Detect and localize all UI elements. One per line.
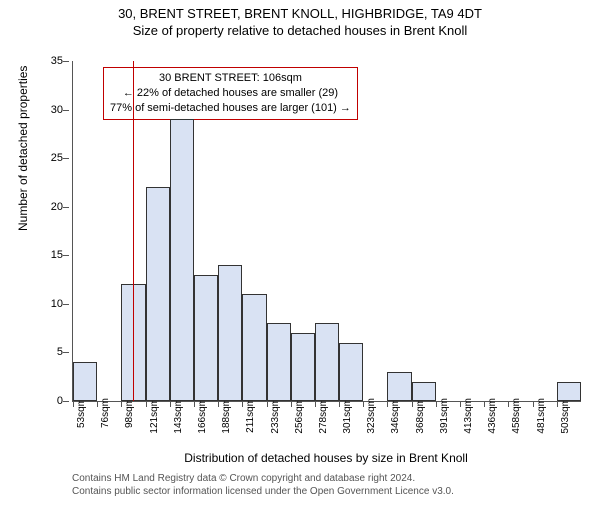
y-tick-label: 10 — [45, 298, 63, 310]
x-tick — [194, 401, 195, 407]
chart-subtitle: Size of property relative to detached ho… — [0, 23, 600, 38]
x-tick — [460, 401, 461, 407]
x-tick — [508, 401, 509, 407]
x-tick-label: 301sqm — [342, 398, 353, 434]
x-tick — [267, 401, 268, 407]
y-axis-label: Number of detached properties — [16, 66, 30, 231]
x-tick — [97, 401, 98, 407]
histogram-bar — [412, 382, 436, 401]
x-tick-label: 278sqm — [318, 398, 329, 434]
histogram-bar — [73, 362, 97, 401]
x-tick-label: 458sqm — [511, 398, 522, 434]
histogram-bar — [339, 343, 363, 401]
y-tick — [63, 304, 69, 305]
histogram-bar — [146, 187, 170, 401]
x-tick — [412, 401, 413, 407]
callout-line2: ← 22% of detached houses are smaller (29… — [110, 86, 351, 101]
y-tick-label: 20 — [45, 201, 63, 213]
x-tick-label: 368sqm — [415, 398, 426, 434]
y-tick-label: 15 — [45, 249, 63, 261]
x-tick — [218, 401, 219, 407]
x-tick-label: 256sqm — [294, 398, 305, 434]
x-tick-label: 391sqm — [439, 398, 450, 434]
x-tick — [363, 401, 364, 407]
histogram-bar — [291, 333, 315, 401]
x-tick — [170, 401, 171, 407]
x-tick-label: 76sqm — [100, 398, 111, 428]
x-tick-label: 481sqm — [536, 398, 547, 434]
histogram-bar — [170, 119, 194, 401]
callout-box: 30 BRENT STREET: 106sqm ← 22% of detache… — [103, 67, 358, 120]
y-tick — [63, 158, 69, 159]
chart-title: 30, BRENT STREET, BRENT KNOLL, HIGHBRIDG… — [0, 6, 600, 21]
footer-line1: Contains HM Land Registry data © Crown c… — [72, 472, 454, 485]
x-tick-label: 121sqm — [149, 398, 160, 434]
histogram-bar — [218, 265, 242, 401]
x-tick — [146, 401, 147, 407]
x-tick-label: 233sqm — [270, 398, 281, 434]
x-tick-label: 98sqm — [124, 398, 135, 428]
x-tick — [121, 401, 122, 407]
y-tick — [63, 352, 69, 353]
footer-attribution: Contains HM Land Registry data © Crown c… — [72, 472, 454, 498]
y-tick — [63, 110, 69, 111]
y-tick — [63, 207, 69, 208]
x-tick — [436, 401, 437, 407]
y-tick — [63, 255, 69, 256]
y-tick — [63, 61, 69, 62]
x-tick-label: 346sqm — [390, 398, 401, 434]
y-tick-label: 25 — [45, 152, 63, 164]
histogram-bar — [557, 382, 581, 401]
x-tick-label: 143sqm — [173, 398, 184, 434]
x-tick — [533, 401, 534, 407]
x-tick-label: 166sqm — [197, 398, 208, 434]
x-tick-label: 188sqm — [221, 398, 232, 434]
callout-line3: 77% of semi-detached houses are larger (… — [110, 101, 351, 116]
histogram-bar — [242, 294, 266, 401]
x-tick — [339, 401, 340, 407]
marker-line — [133, 61, 134, 401]
x-axis-label: Distribution of detached houses by size … — [72, 451, 580, 459]
histogram-bar — [267, 323, 291, 401]
x-tick — [557, 401, 558, 407]
x-tick-label: 413sqm — [463, 398, 474, 434]
x-tick — [291, 401, 292, 407]
plot-area: 30 BRENT STREET: 106sqm ← 22% of detache… — [72, 61, 581, 402]
y-tick-label: 0 — [45, 395, 63, 407]
histogram-bar — [387, 372, 411, 401]
x-tick-label: 503sqm — [560, 398, 571, 434]
chart-area: Number of detached properties 30 BRENT S… — [50, 61, 580, 431]
x-tick — [73, 401, 74, 407]
footer-line2: Contains public sector information licen… — [72, 485, 454, 498]
x-tick-label: 323sqm — [366, 398, 377, 434]
callout-line1: 30 BRENT STREET: 106sqm — [110, 71, 351, 86]
x-tick — [387, 401, 388, 407]
y-tick-label: 5 — [45, 346, 63, 358]
x-tick-label: 53sqm — [76, 398, 87, 428]
y-tick-label: 30 — [45, 104, 63, 116]
y-tick-label: 35 — [45, 55, 63, 67]
x-tick — [242, 401, 243, 407]
y-tick — [63, 401, 69, 402]
x-tick — [315, 401, 316, 407]
histogram-bar — [315, 323, 339, 401]
x-tick — [484, 401, 485, 407]
x-tick-label: 436sqm — [487, 398, 498, 434]
x-tick-label: 211sqm — [245, 398, 256, 433]
histogram-bar — [194, 275, 218, 401]
